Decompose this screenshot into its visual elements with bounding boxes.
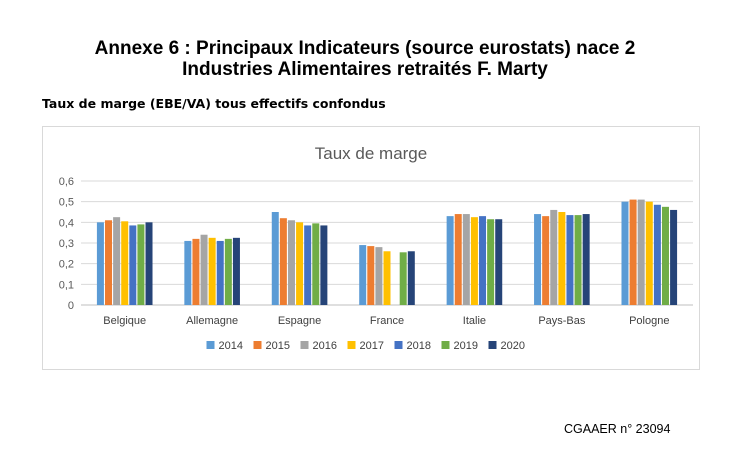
legend-swatch bbox=[253, 341, 262, 349]
bar bbox=[287, 220, 295, 305]
bar bbox=[407, 251, 415, 305]
bar bbox=[645, 201, 653, 305]
bar bbox=[279, 218, 287, 305]
x-category-label: Espagne bbox=[278, 315, 321, 327]
bar bbox=[145, 222, 153, 305]
bar bbox=[574, 215, 582, 305]
bar bbox=[296, 222, 304, 305]
bar bbox=[653, 204, 661, 305]
bar bbox=[399, 252, 407, 305]
legend-swatch bbox=[488, 341, 497, 349]
bar bbox=[383, 251, 391, 305]
bar bbox=[462, 214, 470, 305]
y-tick-label: 0,3 bbox=[59, 238, 74, 250]
bar bbox=[487, 219, 495, 305]
bar bbox=[137, 224, 145, 305]
bar bbox=[304, 225, 312, 305]
bar bbox=[320, 225, 328, 305]
bar bbox=[359, 245, 367, 305]
x-category-label: Belgique bbox=[103, 315, 146, 327]
legend-swatch bbox=[300, 341, 309, 349]
bar bbox=[446, 216, 454, 305]
footer-reference: CGAAER n° 23094 bbox=[564, 422, 671, 436]
bar bbox=[470, 217, 478, 305]
bar bbox=[454, 214, 462, 305]
legend-swatch bbox=[441, 341, 450, 349]
legend-label: 2016 bbox=[313, 340, 337, 352]
bar bbox=[200, 234, 208, 305]
legend-label: 2015 bbox=[266, 340, 290, 352]
page-title-line2: Industries Alimentaires retraités F. Mar… bbox=[182, 59, 548, 80]
legend-swatch bbox=[394, 341, 403, 349]
bar bbox=[375, 247, 383, 305]
bar bbox=[224, 238, 232, 305]
bar bbox=[312, 223, 320, 305]
bar bbox=[542, 216, 550, 305]
legend-label: 2019 bbox=[454, 340, 478, 352]
section-subtitle: Taux de marge (EBE/VA) tous effectifs co… bbox=[42, 96, 386, 111]
bar bbox=[121, 221, 129, 305]
bar bbox=[216, 240, 224, 305]
bar bbox=[367, 246, 375, 305]
bar bbox=[184, 240, 192, 305]
y-tick-label: 0,1 bbox=[59, 279, 74, 291]
x-category-label: Pays-Bas bbox=[538, 315, 586, 327]
bar bbox=[629, 199, 637, 305]
bar bbox=[96, 222, 104, 305]
legend-label: 2020 bbox=[501, 340, 525, 352]
bar bbox=[495, 219, 503, 305]
x-category-label: France bbox=[370, 315, 404, 327]
y-tick-label: 0,6 bbox=[59, 176, 74, 188]
legend-label: 2017 bbox=[360, 340, 384, 352]
bar bbox=[271, 212, 279, 305]
legend-swatch bbox=[206, 341, 215, 349]
bar bbox=[105, 220, 113, 305]
legend-swatch bbox=[347, 341, 356, 349]
x-category-label: Pologne bbox=[629, 315, 669, 327]
y-tick-label: 0,2 bbox=[59, 259, 74, 271]
bar bbox=[534, 214, 542, 305]
page-title-line1: Annexe 6 : Principaux Indicateurs (sourc… bbox=[94, 38, 636, 59]
page-title: Annexe 6 : Principaux Indicateurs (sourc… bbox=[0, 38, 730, 80]
bar bbox=[232, 237, 240, 305]
y-tick-label: 0 bbox=[68, 300, 74, 312]
bar bbox=[582, 214, 590, 305]
bar bbox=[479, 216, 487, 305]
bar bbox=[621, 201, 629, 305]
bar bbox=[558, 212, 566, 305]
chart-title: Taux de marge bbox=[315, 144, 427, 163]
x-category-label: Allemagne bbox=[186, 315, 238, 327]
bar bbox=[192, 238, 200, 305]
bar bbox=[661, 206, 669, 305]
x-category-label: Italie bbox=[463, 315, 486, 327]
bar bbox=[208, 237, 216, 305]
bar bbox=[113, 217, 121, 305]
bar bbox=[637, 199, 645, 305]
legend-label: 2018 bbox=[407, 340, 431, 352]
bar-chart: Taux de marge 0 0,1 0,2 0,3 0,4 0,5 0,6 Belgique… bbox=[59, 144, 693, 352]
chart-frame: Taux de marge 0 0,1 0,2 0,3 0,4 0,5 0,6 Belgique… bbox=[42, 126, 700, 370]
bar bbox=[550, 209, 558, 305]
y-tick-label: 0,5 bbox=[59, 197, 74, 209]
legend-label: 2014 bbox=[219, 340, 243, 352]
y-tick-label: 0,4 bbox=[59, 217, 74, 229]
bar bbox=[670, 209, 678, 305]
bar bbox=[566, 215, 574, 305]
bar bbox=[129, 225, 137, 305]
